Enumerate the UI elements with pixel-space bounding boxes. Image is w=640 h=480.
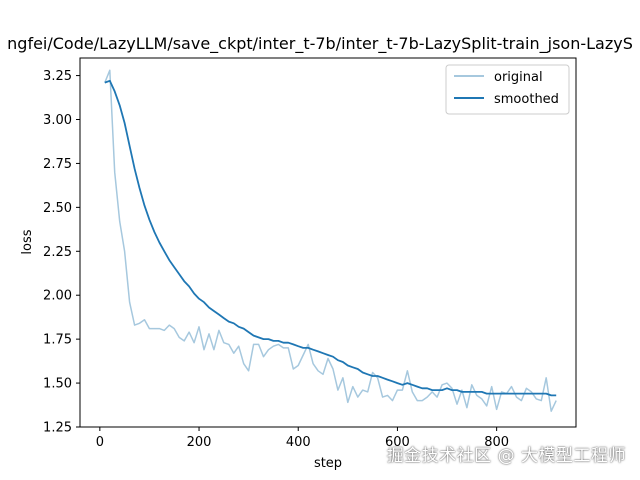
x-tick-label: 600	[385, 435, 410, 450]
y-tick-label: 1.75	[43, 333, 72, 348]
series-line-smoothed	[104, 79, 557, 397]
y-axis: 1.25 1.50 1.75 2.00 2.25 2.50 2.75 3.00 3.25	[43, 69, 80, 436]
y-tick-label: 3.25	[43, 69, 72, 84]
legend-label-smoothed: smoothed	[494, 92, 559, 107]
legend-box	[445, 64, 570, 115]
y-tick-label: 1.25	[43, 421, 72, 436]
y-tick-label: 3.00	[43, 113, 72, 128]
x-tick-label: 0	[96, 435, 104, 450]
x-tick-label: 400	[286, 435, 311, 450]
series-line-original	[104, 69, 557, 412]
watermark: 掘金技术社区 @ 大模型工程师	[386, 446, 626, 466]
chart-title: ngfei/Code/LazyLLM/save_ckpt/inter_t-7b/…	[7, 34, 633, 54]
axes-frame	[79, 57, 577, 428]
plot-area	[104, 69, 557, 412]
legend-label-original: original	[494, 70, 543, 85]
y-tick-label: 1.50	[43, 377, 72, 392]
y-tick-label: 2.00	[43, 289, 72, 304]
legend: original smoothed	[445, 64, 570, 115]
y-tick-label: 2.50	[43, 201, 72, 216]
y-axis-label: loss	[20, 229, 35, 254]
x-axis: 0 200 400 600 800	[96, 427, 509, 450]
x-axis-label: step	[314, 456, 342, 471]
y-tick-label: 2.25	[43, 245, 72, 260]
y-tick-label: 2.75	[43, 157, 72, 172]
x-tick-label: 200	[187, 435, 212, 450]
x-tick-label: 800	[484, 435, 509, 450]
